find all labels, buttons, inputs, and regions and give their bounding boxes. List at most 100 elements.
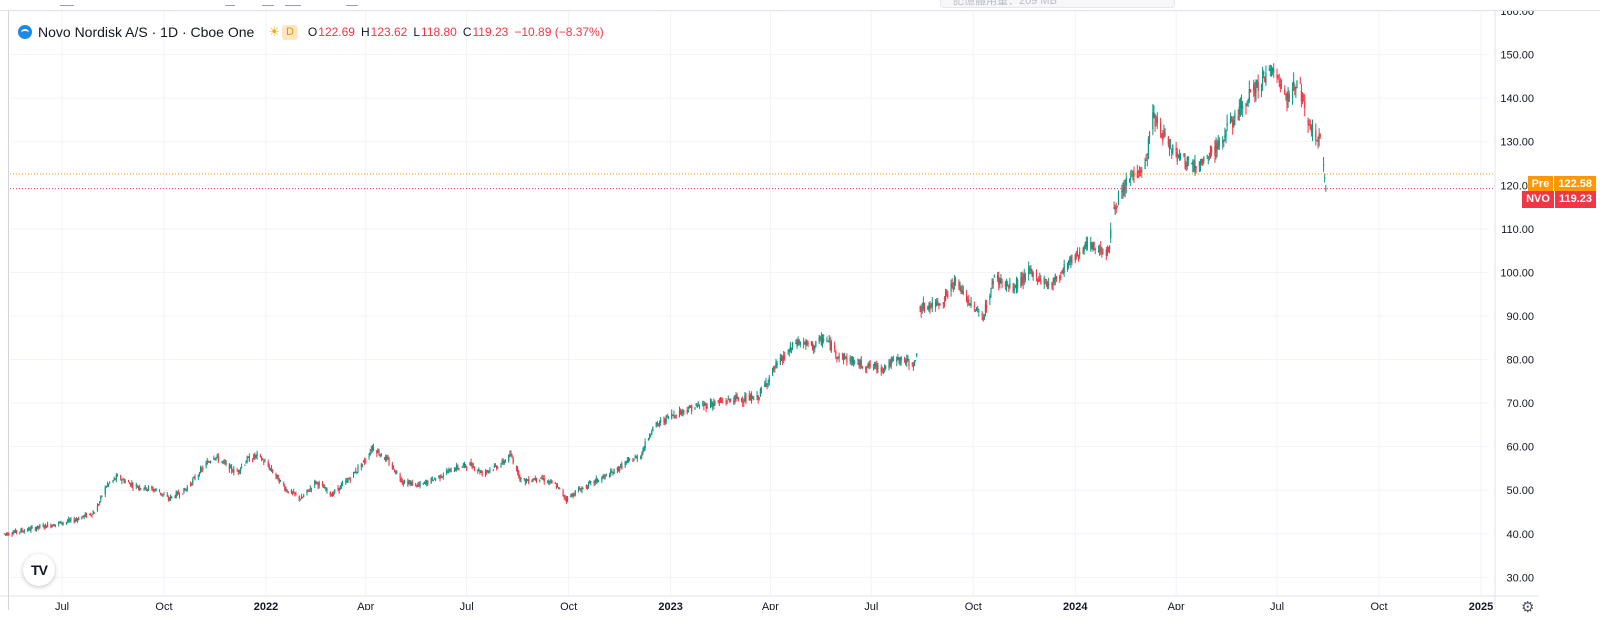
symbol-legend[interactable]: Novo Nordisk A/S · 1D · Cboe One ☀ D O12… — [18, 22, 610, 42]
session-badge[interactable]: D — [281, 24, 298, 40]
chart-area[interactable]: 30.00 40.00 50.00 60.00 70.00 80.00 90.00 100.0… — [0, 11, 1538, 610]
candle-body — [828, 339, 830, 342]
candle-body — [858, 362, 860, 366]
candle-body — [323, 487, 325, 489]
candle-body — [873, 363, 876, 366]
candle-body — [202, 468, 204, 470]
candle-body — [1233, 119, 1235, 126]
candle-body — [485, 470, 488, 472]
candle-body — [938, 303, 940, 306]
candle-body — [650, 435, 652, 437]
candle-body — [1296, 80, 1298, 88]
candle-body — [131, 483, 133, 486]
candle-body — [1077, 254, 1080, 258]
symbol-title[interactable]: Novo Nordisk A/S · 1D · Cboe One — [38, 24, 255, 40]
candle-body — [757, 395, 759, 400]
gear-icon[interactable]: ⚙ — [1521, 599, 1535, 616]
candle-body — [1137, 176, 1140, 178]
candle-body — [124, 480, 126, 483]
candle-body — [1270, 67, 1273, 71]
candle-body — [409, 482, 411, 484]
candle-body — [571, 494, 573, 496]
candle-body — [1177, 155, 1179, 157]
candle-body — [361, 463, 364, 465]
candle-body — [1099, 249, 1101, 251]
candle-body — [611, 471, 613, 473]
candle-body — [247, 456, 249, 458]
candle-body — [1316, 140, 1318, 142]
candle-body — [744, 395, 746, 402]
candle-body — [473, 467, 475, 470]
candle-body — [830, 342, 832, 350]
candle-body — [968, 299, 970, 305]
candle-body — [787, 353, 789, 355]
candle-body — [306, 489, 308, 494]
candle-body — [748, 394, 750, 401]
candle-body — [1295, 86, 1297, 90]
candle-body — [314, 480, 316, 486]
candle-body — [277, 475, 279, 481]
candle-body — [766, 383, 768, 386]
price-chart[interactable]: 30.00 40.00 50.00 60.00 70.00 80.00 90.00 100.0… — [0, 11, 1538, 610]
candle-body — [352, 471, 355, 477]
candle-body — [509, 454, 511, 457]
candle-body — [749, 394, 752, 401]
candle-body — [326, 488, 328, 491]
candle-body — [331, 493, 334, 497]
candle-body — [551, 481, 553, 483]
candle-body — [648, 436, 651, 438]
candle-body — [1322, 163, 1325, 166]
candle-body — [890, 359, 892, 367]
candle-body — [479, 470, 481, 473]
candle-body — [209, 461, 212, 463]
candle-body — [216, 455, 218, 457]
candle-body — [1128, 179, 1131, 181]
candle-body — [736, 395, 738, 399]
candle-body — [1230, 116, 1233, 118]
candle-body — [425, 482, 427, 484]
candle-body — [952, 285, 954, 290]
candle-body — [384, 458, 386, 460]
candle-body — [651, 431, 653, 435]
candle-body — [345, 481, 347, 483]
candle-body — [961, 290, 963, 292]
candle-body — [846, 358, 848, 363]
candle-body — [562, 490, 564, 496]
candle-body — [896, 357, 898, 362]
candle-body — [997, 275, 999, 280]
candle-body — [556, 485, 559, 488]
candle-body — [90, 513, 92, 515]
candle-body — [1304, 102, 1306, 108]
change-value: −10.89 (−8.37%) — [514, 25, 604, 39]
candle-body — [635, 456, 637, 459]
candle-body — [1140, 170, 1142, 172]
candle-body — [877, 365, 879, 370]
candle-body — [768, 377, 770, 382]
candle-body — [1184, 158, 1186, 164]
y-tick-label: 60.00 — [1506, 442, 1534, 454]
candle-body — [905, 360, 907, 364]
candle-body — [570, 495, 572, 498]
candle-body — [1271, 68, 1274, 71]
candle-body — [937, 301, 939, 305]
candle-body — [199, 468, 202, 473]
candle-body — [100, 496, 102, 500]
candle-body — [756, 394, 758, 398]
candle-body — [456, 465, 458, 471]
candle-body — [784, 356, 786, 359]
candle-body — [411, 482, 413, 486]
candle-body — [982, 316, 984, 321]
candle-body — [1179, 153, 1182, 160]
x-tick-label: Jul — [1270, 601, 1284, 610]
candle-body — [20, 529, 22, 532]
candle-body — [1074, 255, 1076, 261]
candle-body — [1263, 72, 1265, 75]
candle-body — [1030, 268, 1032, 272]
tradingview-logo-icon[interactable]: TV — [23, 554, 55, 586]
candle-body — [401, 480, 403, 482]
candle-body — [357, 466, 359, 472]
candle-body — [698, 404, 701, 408]
candle-body — [880, 367, 882, 373]
candle-body — [318, 482, 320, 486]
close-value: C119.23 — [462, 25, 509, 39]
